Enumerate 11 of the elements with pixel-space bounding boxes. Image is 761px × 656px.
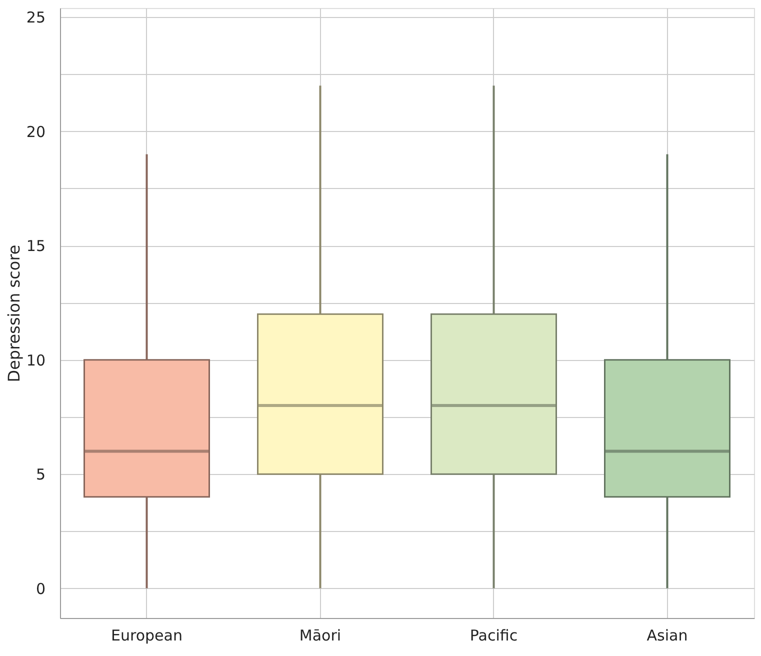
y-tick-label: 0 xyxy=(36,580,46,598)
y-axis-title: Depression score xyxy=(4,244,24,382)
x-tick-label: European xyxy=(111,626,182,644)
x-tick-label: Pacific xyxy=(470,626,518,644)
y-tick-label: 10 xyxy=(26,351,46,370)
x-tick-label: Māori xyxy=(299,626,342,644)
y-tick-label: 15 xyxy=(26,237,46,256)
x-tick-label: Asian xyxy=(646,626,688,644)
y-tick-label: 5 xyxy=(36,466,46,484)
y-tick-label: 25 xyxy=(26,8,46,27)
y-tick-label: 20 xyxy=(26,122,46,141)
